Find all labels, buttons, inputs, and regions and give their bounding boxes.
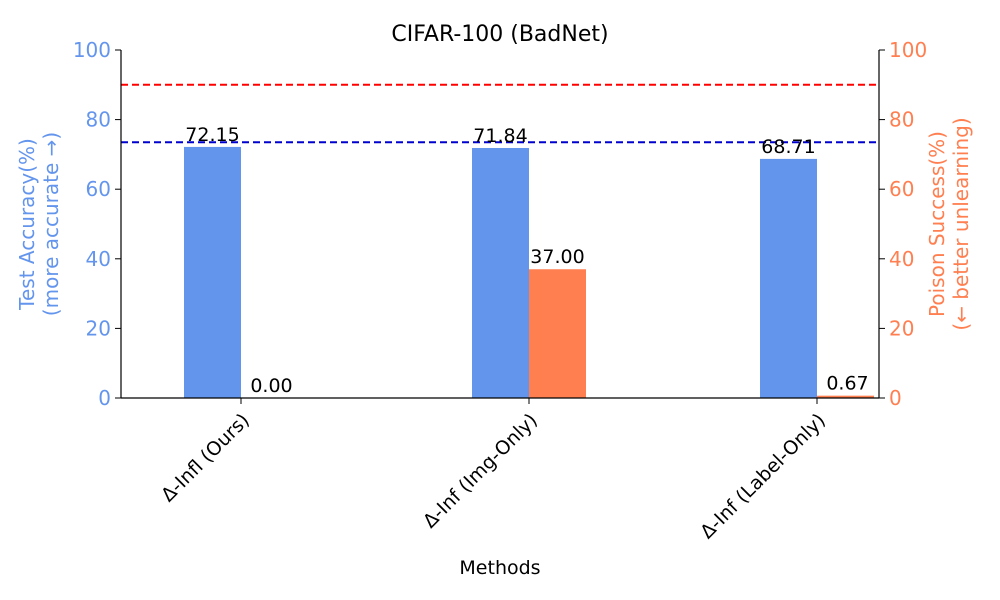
left-tick-label-2: 40 — [86, 247, 111, 271]
bar-s1-1 — [529, 269, 586, 398]
left-tick-label-3: 60 — [86, 177, 111, 201]
right-tick-label-2: 40 — [889, 247, 914, 271]
bars — [184, 146, 874, 398]
y-axis-label-right-line-0: Poison Success(%) — [925, 131, 949, 317]
value-label-s1-2: 0.67 — [826, 373, 868, 395]
left-tick-label-1: 20 — [86, 316, 111, 340]
x-tick-label-2: Δ-Inf (Label-Only) — [696, 409, 830, 543]
y-axis-label-left-line-1: (more accurate →) — [39, 132, 63, 316]
bar-s0-2 — [760, 158, 817, 398]
bar-s0-0 — [184, 146, 241, 398]
right-tick-label-5: 100 — [889, 38, 927, 62]
y-axis-label-left-line-0: Test Accuracy(%) — [15, 138, 39, 311]
value-labels: 72.15 71.84 68.71 0.00 37.00 0.67 — [185, 124, 868, 397]
left-tick-label-4: 80 — [86, 108, 111, 132]
x-tick-label-1: Δ-Inf (Img-Only) — [419, 409, 542, 532]
left-tick-label-0: 0 — [98, 386, 111, 410]
right-tick-label-0: 0 — [889, 386, 902, 410]
value-label-s1-1: 37.00 — [530, 246, 584, 268]
y-axis-label-left: Test Accuracy(%)(more accurate →) — [15, 132, 63, 316]
value-label-s0-1: 71.84 — [473, 125, 527, 147]
value-label-s0-0: 72.15 — [185, 124, 239, 146]
bar-s0-1 — [472, 147, 529, 398]
value-label-s0-2: 68.71 — [761, 136, 815, 158]
y-axis-label-right: Poison Success(%)(← better unlearning) — [925, 117, 973, 330]
chart-title: CIFAR-100 (BadNet) — [391, 22, 608, 47]
bar-s1-2 — [817, 395, 874, 398]
right-tick-label-4: 80 — [889, 108, 914, 132]
right-tick-label-3: 60 — [889, 177, 914, 201]
reference-lines — [121, 83, 879, 144]
right-tick-label-1: 20 — [889, 316, 914, 340]
x-tick-label-0: Δ-Infl (Ours) — [157, 409, 254, 506]
left-tick-label-5: 100 — [73, 38, 111, 62]
y-axis-label-right-line-1: (← better unlearning) — [949, 117, 973, 330]
value-label-s1-0: 0.00 — [250, 375, 292, 397]
x-axis-label: Methods — [459, 557, 540, 579]
